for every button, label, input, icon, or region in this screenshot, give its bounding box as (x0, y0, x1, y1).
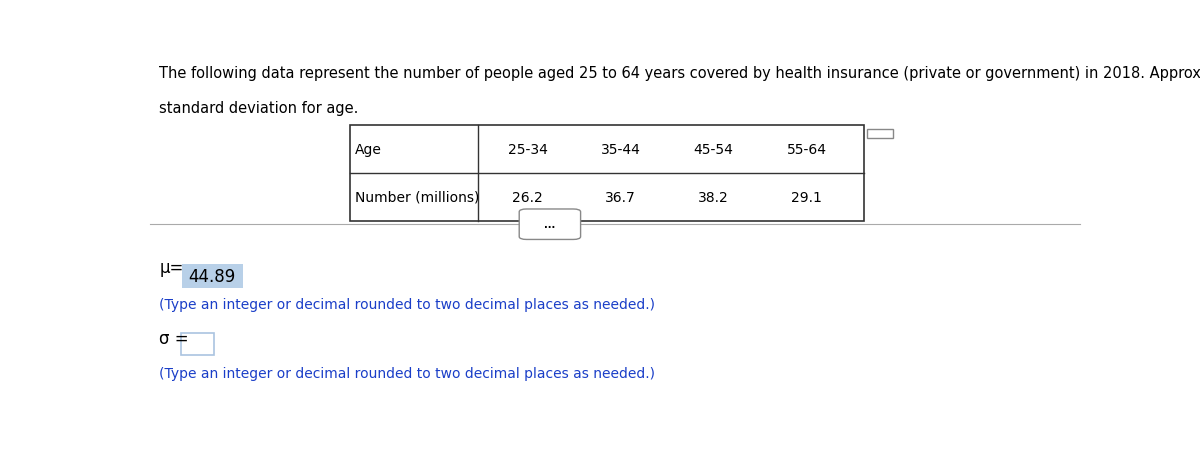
Text: Age: Age (355, 143, 382, 157)
Text: 25-34: 25-34 (508, 143, 547, 157)
Text: (Type an integer or decimal rounded to two decimal places as needed.): (Type an integer or decimal rounded to t… (160, 297, 655, 311)
Text: The following data represent the number of people aged 25 to 64 years covered by: The following data represent the number … (160, 66, 1200, 81)
Text: 55-64: 55-64 (786, 143, 827, 157)
Text: 36.7: 36.7 (605, 190, 636, 204)
Text: 38.2: 38.2 (698, 190, 728, 204)
Text: μ=: μ= (160, 258, 184, 276)
Text: σ =: σ = (160, 329, 188, 347)
Text: 26.2: 26.2 (512, 190, 542, 204)
Text: (Type an integer or decimal rounded to two decimal places as needed.): (Type an integer or decimal rounded to t… (160, 366, 655, 380)
FancyBboxPatch shape (520, 209, 581, 240)
FancyBboxPatch shape (181, 265, 242, 288)
Text: 35-44: 35-44 (601, 143, 641, 157)
Text: 29.1: 29.1 (791, 190, 822, 204)
FancyBboxPatch shape (868, 129, 893, 139)
FancyBboxPatch shape (350, 126, 864, 221)
Text: Number (millions): Number (millions) (355, 190, 479, 204)
Text: ...: ... (545, 220, 556, 230)
Text: standard deviation for age.: standard deviation for age. (160, 101, 359, 116)
Text: 45-54: 45-54 (694, 143, 733, 157)
FancyBboxPatch shape (181, 333, 214, 355)
Text: 44.89: 44.89 (188, 267, 236, 285)
